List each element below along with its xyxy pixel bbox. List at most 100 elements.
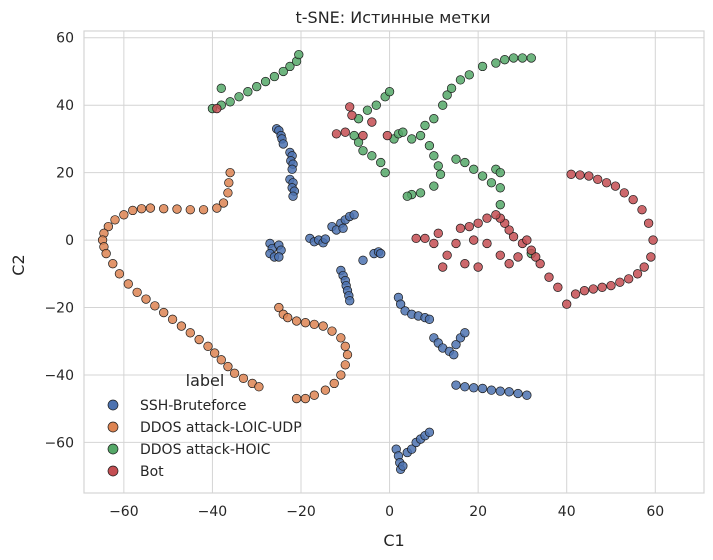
data-point <box>615 277 625 287</box>
data-point <box>643 218 654 228</box>
data-point <box>254 382 264 392</box>
data-point <box>238 373 249 383</box>
series-ddos-attack-hoic <box>207 49 536 259</box>
data-point <box>345 296 355 306</box>
grid-layer <box>84 31 704 493</box>
data-point <box>269 71 280 82</box>
data-point <box>415 130 426 141</box>
data-point <box>288 191 298 201</box>
data-point <box>429 114 439 124</box>
data-point <box>336 333 346 343</box>
data-point <box>283 312 293 323</box>
data-point <box>504 225 514 235</box>
data-point <box>216 355 226 365</box>
data-point <box>451 339 461 350</box>
data-point <box>477 171 488 181</box>
data-point <box>646 252 656 262</box>
data-point <box>141 294 151 304</box>
data-point <box>367 151 377 161</box>
data-point <box>218 198 229 208</box>
data-point <box>172 204 182 214</box>
data-point <box>340 341 350 351</box>
data-point <box>495 250 505 260</box>
data-point <box>252 81 262 92</box>
y-tick-label: −40 <box>44 368 74 384</box>
data-point <box>225 167 235 178</box>
data-point <box>424 314 435 324</box>
data-point <box>342 350 353 360</box>
data-point <box>318 321 328 331</box>
data-point <box>566 169 576 179</box>
data-point <box>329 378 339 389</box>
legend: label SSH-Bruteforce DDOS attack-LOIC-UD… <box>107 371 302 480</box>
data-point <box>508 232 519 242</box>
data-point <box>553 282 563 292</box>
data-point <box>504 259 514 269</box>
data-point <box>435 169 446 179</box>
data-point <box>411 233 421 244</box>
chart-title: t-SNE: Истинные метки <box>295 8 490 27</box>
data-point <box>429 151 439 161</box>
data-point <box>274 252 284 262</box>
data-point <box>513 252 523 262</box>
data-point <box>637 205 647 215</box>
data-point <box>212 203 222 213</box>
data-point <box>486 385 497 395</box>
data-point <box>562 299 572 309</box>
x-tick-label: 60 <box>646 504 664 520</box>
data-point <box>260 76 271 87</box>
data-point <box>575 170 585 180</box>
data-point <box>442 250 452 260</box>
data-point <box>338 223 348 233</box>
data-point <box>291 393 302 404</box>
series-ddos-attack-loic-udp <box>97 167 353 404</box>
data-point <box>624 274 634 284</box>
data-point <box>477 383 488 394</box>
data-point <box>300 318 311 328</box>
legend-marker-loic-udp <box>107 421 119 433</box>
data-point <box>353 137 364 147</box>
data-point <box>110 215 120 225</box>
data-point <box>358 255 368 265</box>
data-point <box>349 210 359 220</box>
x-tick-label: 0 <box>385 504 394 520</box>
data-point <box>469 164 479 174</box>
data-point <box>287 164 297 174</box>
data-point <box>320 234 331 244</box>
y-tick-label: 40 <box>56 98 74 114</box>
data-point <box>451 380 461 390</box>
data-point <box>433 228 443 238</box>
data-point <box>367 117 377 127</box>
data-point <box>504 387 514 397</box>
data-point <box>145 203 156 213</box>
y-axis-title: C2 <box>9 254 28 275</box>
y-tick-label: 60 <box>56 31 74 47</box>
series-ssh-bruteforce <box>265 124 532 475</box>
data-point <box>420 233 430 244</box>
legend-label-loic-udp: DDOS attack-LOIC-UDP <box>140 420 302 436</box>
data-point <box>455 75 466 85</box>
data-point <box>451 154 461 164</box>
data-point <box>159 307 169 318</box>
data-point <box>285 61 295 72</box>
data-point <box>234 92 244 102</box>
data-point <box>376 157 386 168</box>
data-point <box>407 444 417 454</box>
data-point <box>223 188 233 198</box>
data-point <box>491 58 501 68</box>
data-point <box>347 110 357 120</box>
y-tick-label: −60 <box>44 435 74 451</box>
data-point <box>278 66 288 77</box>
data-point <box>491 210 501 220</box>
tick-labels: −60 −40 −20 0 20 40 60 −60 −40 −20 0 20 40 60 <box>44 31 664 520</box>
data-point <box>132 287 142 298</box>
legend-entry-hoic: DDOS attack-HOIC <box>107 442 271 458</box>
data-point <box>442 90 452 100</box>
data-point <box>331 129 342 139</box>
data-point <box>619 188 629 198</box>
data-point <box>123 279 133 289</box>
data-point <box>597 282 607 292</box>
legend-label-bot: Bot <box>140 464 164 480</box>
legend-title: label <box>186 371 225 390</box>
x-tick-label: −40 <box>198 504 228 520</box>
